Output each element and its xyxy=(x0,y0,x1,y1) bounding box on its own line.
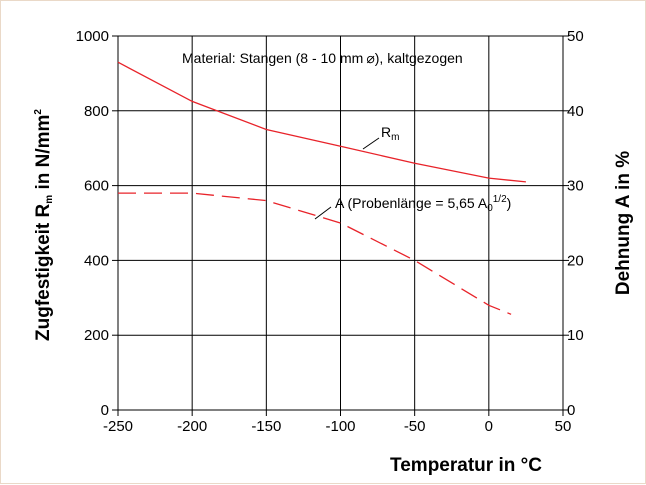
series-line-1 xyxy=(118,192,512,315)
x-tick-label: -100 xyxy=(325,418,355,435)
y-right-axis-label: Dehnung A in % xyxy=(613,151,634,295)
series-lines xyxy=(117,61,526,315)
y-left-tick-labels: 0 200 400 600 800 1000 xyxy=(76,28,118,419)
series-line-0 xyxy=(117,61,526,183)
x-tick-label: 50 xyxy=(555,418,572,435)
y-right-tick-label: 0 xyxy=(567,402,575,419)
material-annotation: Material: Stangen (8 - 10 mm ⌀), kaltgezo… xyxy=(182,50,463,66)
y-left-tick-label: 800 xyxy=(84,103,109,120)
y-right-tick-label: 30 xyxy=(567,178,584,195)
y-right-tick-label: 20 xyxy=(567,252,584,269)
grid xyxy=(118,36,563,410)
y-left-axis-label: Zugfestigkeit Rm in N/mm2 xyxy=(33,109,55,341)
diameter-symbol: ⌀ xyxy=(366,50,374,66)
y-right-tick-label: 10 xyxy=(567,327,584,344)
series-label-a: A (Probenlänge = 5,65 A01/2) xyxy=(335,194,511,214)
x-tick-label: -50 xyxy=(404,418,426,435)
series-label-rm-leader xyxy=(362,137,380,150)
x-tick-label: 0 xyxy=(485,418,493,435)
x-tick-label: -250 xyxy=(103,418,133,435)
y-left-tick-label: 1000 xyxy=(76,28,109,45)
y-left-tick-label: 600 xyxy=(84,178,109,195)
series-label-rm: Rm xyxy=(381,124,399,143)
y-left-tick-label: 200 xyxy=(84,327,109,344)
x-tick-label: -150 xyxy=(251,418,281,435)
series-label-a-leader xyxy=(314,206,332,220)
y-right-tick-label: 50 xyxy=(567,28,584,45)
y-left-tick-label: 400 xyxy=(84,252,109,269)
x-tick-label: -200 xyxy=(177,418,207,435)
x-axis-label: Temperatur in °C xyxy=(390,455,542,476)
y-left-tick-label: 0 xyxy=(101,402,109,419)
x-tick-labels: -250 -200 -150 -100 -50 0 50 xyxy=(103,410,571,435)
y-right-tick-labels: 0 10 20 30 40 50 xyxy=(563,28,584,419)
y-right-tick-label: 40 xyxy=(567,103,584,120)
